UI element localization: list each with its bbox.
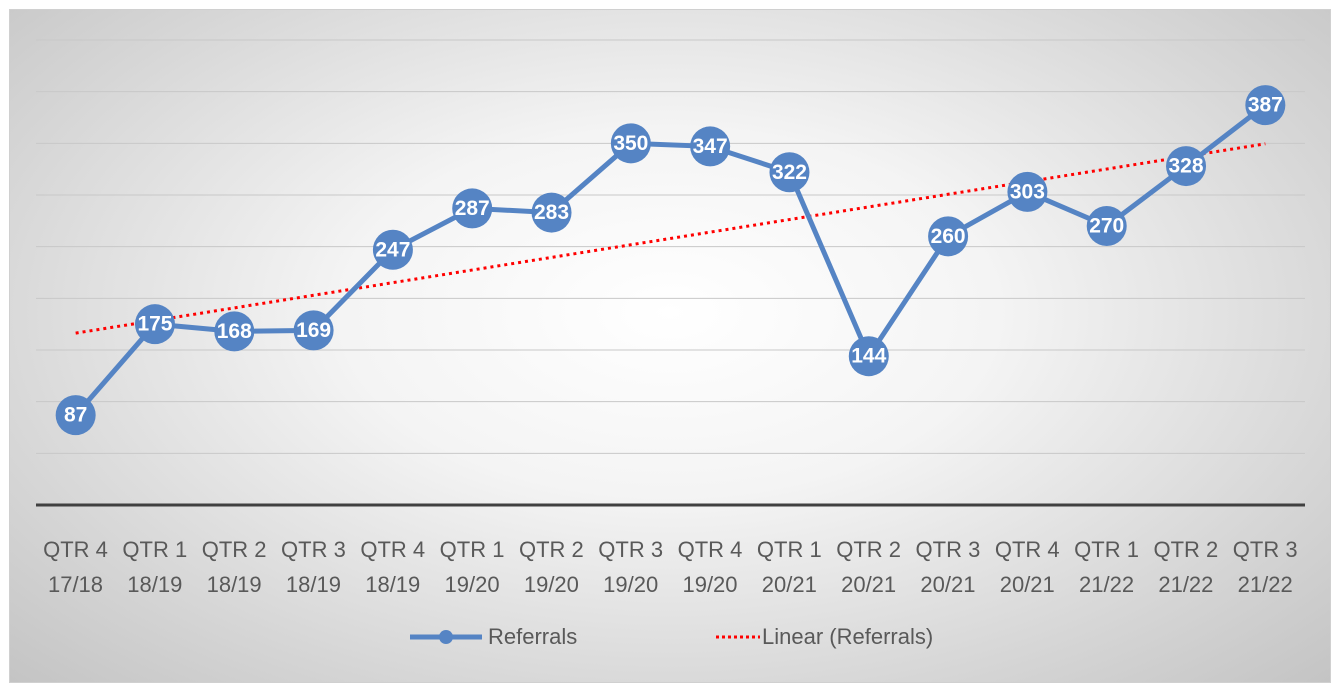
marker <box>214 311 255 352</box>
marker <box>372 229 413 270</box>
data-label: 169 <box>296 319 331 342</box>
x-tick-label: QTR 2 21/22 <box>1153 537 1219 597</box>
data-label: 144 <box>851 345 886 368</box>
marker <box>1086 206 1127 246</box>
line <box>73 103 1267 417</box>
x-tick-label: QTR 1 20/21 <box>756 537 822 597</box>
data-label: 260 <box>931 225 966 248</box>
marker <box>1166 146 1207 187</box>
data-label: 87 <box>64 404 87 427</box>
marker <box>134 304 175 345</box>
data-label: 350 <box>613 132 648 155</box>
x-tick-label: QTR 2 19/20 <box>518 537 584 597</box>
x-tick-label: QTR 3 18/19 <box>281 537 346 597</box>
marker <box>1245 85 1286 126</box>
data-label: 287 <box>455 197 490 220</box>
legend-label: Referrals <box>488 624 577 649</box>
data-label: 303 <box>1010 180 1045 203</box>
data-label: 322 <box>772 161 807 184</box>
data-label: 168 <box>217 320 252 343</box>
x-tick-label: QTR 2 18/19 <box>201 537 267 597</box>
x-tick-label: QTR 1 21/22 <box>1074 537 1139 597</box>
x-tick-label: QTR 4 19/20 <box>677 537 743 597</box>
x-tick-label: QTR 1 18/19 <box>122 537 188 597</box>
marker <box>610 123 651 164</box>
marker <box>531 192 572 233</box>
marker <box>848 336 889 377</box>
marker <box>928 216 969 257</box>
marker <box>690 126 731 167</box>
x-tick-label: QTR 2 20/21 <box>836 537 902 597</box>
data-label: 347 <box>693 135 728 158</box>
trendline <box>75 142 1266 335</box>
data-label: 247 <box>375 238 410 261</box>
marker <box>55 395 96 436</box>
marker <box>452 188 493 229</box>
data-label: 387 <box>1248 94 1283 117</box>
x-tick-label: QTR 1 19/20 <box>439 537 505 597</box>
marker <box>769 152 810 193</box>
marker <box>293 310 334 351</box>
legend-marker <box>439 630 453 644</box>
x-tick-label: QTR 3 21/22 <box>1232 537 1298 597</box>
data-label: 328 <box>1169 155 1204 178</box>
x-tick-label: QTR 3 19/20 <box>598 537 664 597</box>
data-label: 270 <box>1089 215 1124 238</box>
x-tick-label: QTR 4 20/21 <box>994 537 1060 597</box>
legend-label: Linear (Referrals) <box>762 624 933 649</box>
x-tick-label: QTR 4 18/19 <box>360 537 426 597</box>
marker <box>1007 171 1048 212</box>
data-label: 283 <box>534 201 569 224</box>
data-label: 175 <box>137 313 172 336</box>
x-tick-label: QTR 3 20/21 <box>915 537 981 597</box>
x-tick-label: QTR 4 17/18 <box>43 537 108 597</box>
